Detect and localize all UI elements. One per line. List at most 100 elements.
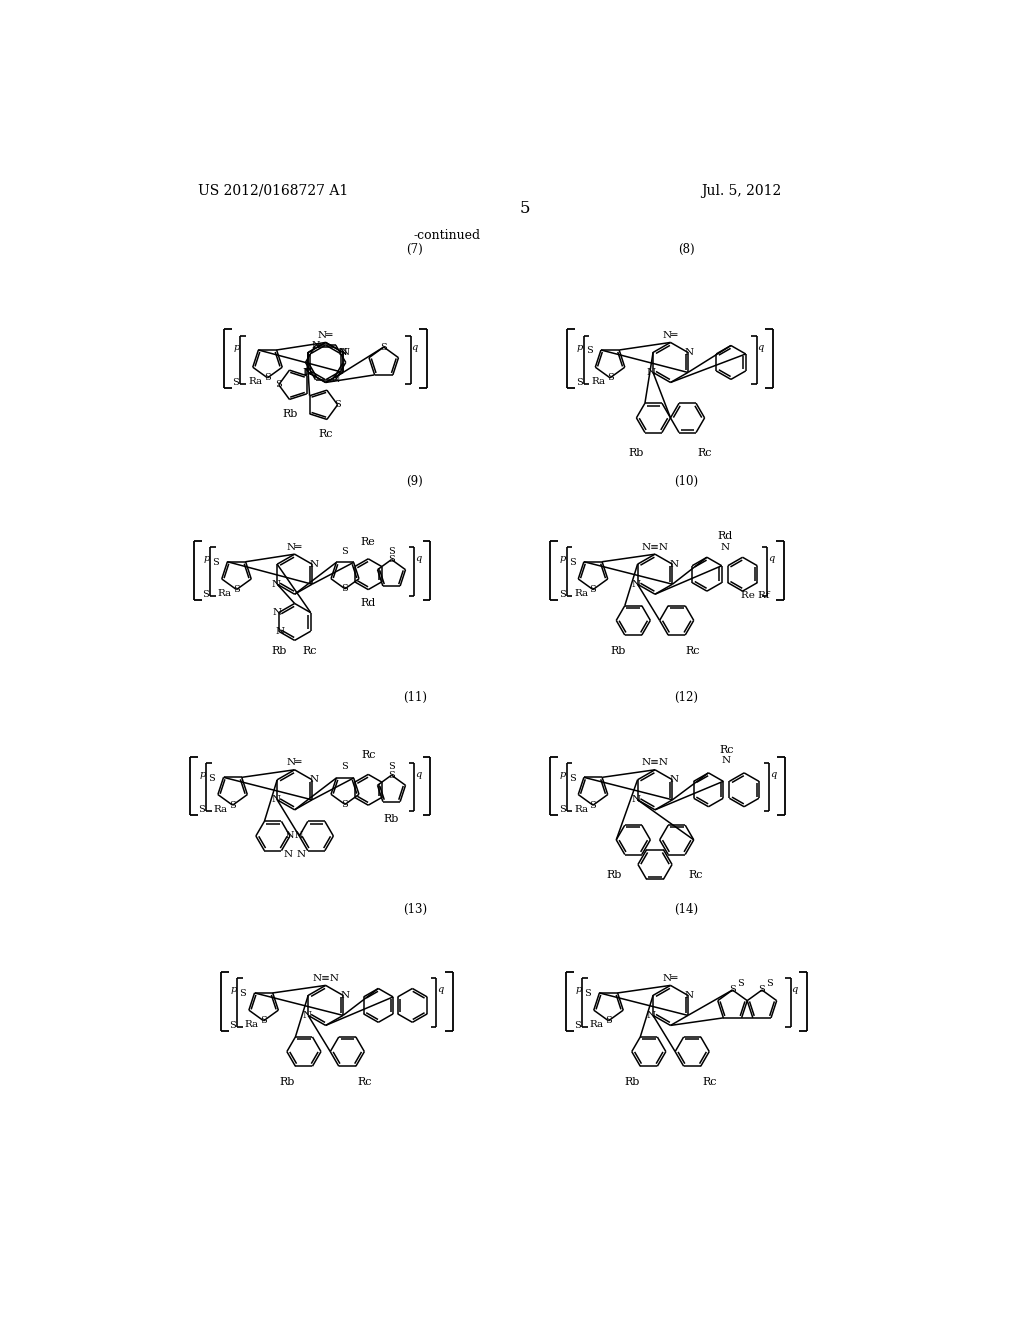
Text: S: S xyxy=(585,990,591,998)
Text: Rb: Rb xyxy=(280,1077,295,1088)
Text: N: N xyxy=(271,579,281,589)
Text: Rc: Rc xyxy=(685,647,699,656)
Text: Rb: Rb xyxy=(283,409,298,418)
Text: N: N xyxy=(647,1011,656,1020)
Text: N: N xyxy=(670,775,679,784)
Text: N: N xyxy=(284,850,293,859)
Text: Rb: Rb xyxy=(384,814,399,824)
Text: q: q xyxy=(412,343,418,351)
Text: S: S xyxy=(590,801,596,809)
Text: (8): (8) xyxy=(678,243,694,256)
Text: S: S xyxy=(208,774,215,783)
Text: S: S xyxy=(229,1020,236,1030)
Text: q: q xyxy=(415,554,421,564)
Text: N: N xyxy=(670,560,679,569)
Text: S: S xyxy=(199,805,205,814)
Text: p: p xyxy=(575,986,582,994)
Text: S: S xyxy=(575,378,583,387)
Text: p: p xyxy=(203,554,209,564)
Text: S: S xyxy=(568,558,575,568)
Text: (11): (11) xyxy=(402,690,427,704)
Text: N═: N═ xyxy=(663,331,678,341)
Text: S: S xyxy=(232,378,239,387)
Text: N: N xyxy=(339,348,347,356)
Text: N═: N═ xyxy=(663,974,678,983)
Text: Rc: Rc xyxy=(318,429,333,440)
Text: S: S xyxy=(275,380,282,389)
Text: S: S xyxy=(233,585,240,594)
Text: N: N xyxy=(275,627,285,636)
Text: (12): (12) xyxy=(674,690,698,704)
Text: S: S xyxy=(342,585,348,593)
Text: S: S xyxy=(334,400,341,409)
Text: Rc: Rc xyxy=(689,870,703,879)
Text: N: N xyxy=(304,368,312,378)
Text: N═: N═ xyxy=(317,331,334,341)
Text: Ra: Ra xyxy=(590,1020,604,1030)
Text: S: S xyxy=(586,346,593,355)
Text: N: N xyxy=(340,991,349,999)
Text: N: N xyxy=(339,348,347,356)
Text: q: q xyxy=(770,770,776,779)
Text: S: S xyxy=(240,990,246,998)
Text: Ra: Ra xyxy=(218,589,232,598)
Text: N: N xyxy=(272,609,282,618)
Text: N: N xyxy=(332,375,340,384)
Text: S: S xyxy=(264,374,271,383)
Text: Ra: Ra xyxy=(249,378,263,387)
Text: Rc: Rc xyxy=(697,447,712,458)
Text: Ra: Ra xyxy=(245,1020,259,1030)
Text: Rd: Rd xyxy=(717,531,732,541)
Text: Rc: Rc xyxy=(361,750,376,760)
Text: N≡N: N≡N xyxy=(641,759,669,767)
Text: N≡N: N≡N xyxy=(641,543,669,552)
Text: S: S xyxy=(559,805,565,814)
Text: S: S xyxy=(202,590,209,599)
Text: N: N xyxy=(722,756,731,766)
Text: -continued: -continued xyxy=(414,228,481,242)
Text: Ra: Ra xyxy=(574,805,589,813)
Text: N: N xyxy=(302,368,311,378)
Text: N: N xyxy=(311,341,319,350)
Text: Rc: Rc xyxy=(719,744,733,755)
Text: S: S xyxy=(388,771,395,780)
Text: Rc: Rc xyxy=(303,647,317,656)
Text: q: q xyxy=(415,770,421,779)
Text: S: S xyxy=(380,343,387,351)
Text: (7): (7) xyxy=(407,243,423,256)
Text: S: S xyxy=(606,374,613,383)
Text: S: S xyxy=(574,1020,581,1030)
Text: N═: N═ xyxy=(287,759,302,767)
Text: (14): (14) xyxy=(674,903,698,916)
Text: (13): (13) xyxy=(402,903,427,916)
Text: N≡N: N≡N xyxy=(312,974,339,983)
Text: N: N xyxy=(304,368,312,378)
Text: S: S xyxy=(559,590,565,599)
Text: N═: N═ xyxy=(287,543,302,552)
Text: Re: Re xyxy=(360,537,376,546)
Text: S: S xyxy=(260,1016,267,1026)
Text: (10): (10) xyxy=(674,475,698,488)
Text: Jul. 5, 2012: Jul. 5, 2012 xyxy=(701,183,781,198)
Text: p: p xyxy=(577,343,583,351)
Text: S: S xyxy=(759,986,765,994)
Text: p: p xyxy=(200,770,206,779)
Text: N: N xyxy=(302,1011,311,1020)
Text: p: p xyxy=(560,770,566,779)
Text: S: S xyxy=(342,546,348,556)
Text: S: S xyxy=(737,979,743,989)
Text: S: S xyxy=(212,558,219,568)
Text: Rc: Rc xyxy=(702,1077,717,1088)
Text: S: S xyxy=(342,762,348,771)
Text: S: S xyxy=(766,979,773,989)
Text: q: q xyxy=(437,986,443,994)
Text: S: S xyxy=(605,1016,612,1026)
Text: N: N xyxy=(685,348,694,356)
Text: Rc: Rc xyxy=(357,1077,372,1088)
Text: N: N xyxy=(647,368,656,378)
Text: (9): (9) xyxy=(407,475,423,488)
Text: N: N xyxy=(309,775,318,784)
Text: US 2012/0168727 A1: US 2012/0168727 A1 xyxy=(198,183,348,198)
Text: N: N xyxy=(632,796,641,804)
Text: N: N xyxy=(685,991,694,999)
